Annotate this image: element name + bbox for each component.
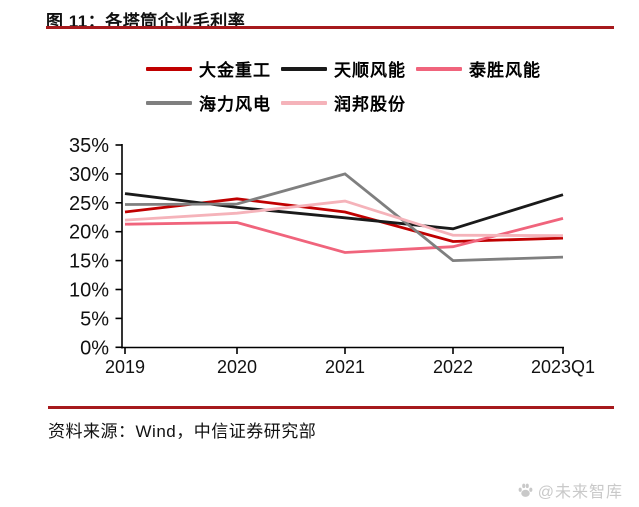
series-line-天顺风能 bbox=[124, 192, 564, 231]
legend-label: 润邦股份 bbox=[334, 95, 406, 114]
legend-label: 泰胜风能 bbox=[469, 61, 541, 80]
y-tick-label: 35% bbox=[69, 135, 109, 157]
y-tick-label: 10% bbox=[69, 280, 109, 302]
legend-swatch bbox=[146, 66, 192, 71]
series-line-大金重工 bbox=[124, 197, 564, 243]
x-tick-label: 2022 bbox=[433, 357, 473, 377]
legend-row-2: 海力风电 润邦股份 bbox=[146, 90, 551, 115]
legend-item-润邦股份: 润邦股份 bbox=[281, 90, 406, 115]
series-line-泰胜风能 bbox=[124, 217, 564, 254]
chart-legend: 大金重工 天顺风能 泰胜风能 海力风电 润邦股份 bbox=[146, 56, 551, 124]
legend-swatch bbox=[416, 66, 462, 71]
y-tick-label: 30% bbox=[69, 164, 109, 186]
legend-item-泰胜风能: 泰胜风能 bbox=[416, 56, 541, 81]
legend-swatch bbox=[146, 100, 192, 105]
series-line-润邦股份 bbox=[124, 199, 564, 238]
legend-label: 大金重工 bbox=[199, 61, 271, 80]
title-divider bbox=[46, 26, 614, 29]
legend-label: 天顺风能 bbox=[334, 61, 406, 80]
legend-label: 海力风电 bbox=[199, 95, 271, 114]
legend-swatch bbox=[281, 66, 327, 71]
watermark: @未来智库 bbox=[517, 478, 623, 502]
x-tick-label: 2023Q1 bbox=[531, 357, 595, 377]
legend-item-大金重工: 大金重工 bbox=[146, 56, 271, 81]
y-tick-label: 20% bbox=[69, 222, 109, 244]
footer-divider bbox=[48, 406, 614, 409]
y-tick-label: 5% bbox=[80, 308, 109, 330]
legend-item-天顺风能: 天顺风能 bbox=[281, 56, 406, 81]
watermark-text: @未来智库 bbox=[537, 484, 623, 501]
x-tick-label: 2020 bbox=[217, 357, 257, 377]
source-note: 资料来源：Wind，中信证券研究部 bbox=[48, 422, 317, 441]
y-tick-label: 25% bbox=[69, 193, 109, 215]
paw-icon bbox=[518, 483, 533, 497]
legend-row-1: 大金重工 天顺风能 泰胜风能 bbox=[146, 56, 551, 81]
legend-item-海力风电: 海力风电 bbox=[146, 90, 271, 115]
series-line-海力风电 bbox=[124, 172, 564, 263]
x-tick-label: 2019 bbox=[105, 357, 145, 377]
legend-swatch bbox=[281, 100, 327, 105]
y-tick-label: 15% bbox=[69, 251, 109, 273]
y-tick-label: 0% bbox=[80, 337, 109, 359]
x-tick-label: 2021 bbox=[325, 357, 365, 377]
